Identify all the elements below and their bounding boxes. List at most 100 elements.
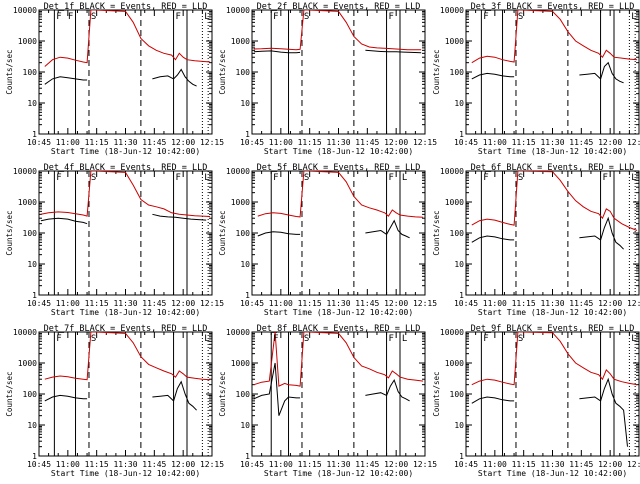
lld-series-line xyxy=(44,10,211,67)
y-tick-label: 1 xyxy=(459,452,464,461)
y-tick-label: 1000 xyxy=(445,198,464,207)
events-series-line xyxy=(471,377,628,447)
plot-frame xyxy=(251,170,426,296)
event-letter: F xyxy=(68,12,73,22)
plot-frame xyxy=(465,9,640,135)
event-letter: F xyxy=(56,173,61,183)
x-tick-label: 11:30 xyxy=(326,299,350,308)
lld-series-line xyxy=(471,171,638,231)
plot-data xyxy=(253,332,424,456)
y-tick-label: 10000 xyxy=(226,6,250,15)
y-tick-label: 10 xyxy=(27,99,37,108)
y-tick-label: 10000 xyxy=(13,328,37,337)
y-tick-label: 100 xyxy=(23,390,38,399)
event-letter: L xyxy=(204,12,209,22)
lld-series-line xyxy=(40,171,211,217)
x-tick-label: 12:15 xyxy=(200,138,224,147)
y-tick-label: 10 xyxy=(454,421,464,430)
x-tick-label: 11:15 xyxy=(85,299,109,308)
panel-6: 1 10 100 1000 10000 10:45 11:00 11:15 11:30 11:45… xyxy=(432,163,640,317)
x-tick-label: 11:15 xyxy=(512,138,536,147)
x-tick-label: 11:00 xyxy=(56,460,80,469)
x-tick-label: 12:15 xyxy=(200,460,224,469)
event-letter: S xyxy=(518,334,523,344)
y-tick-label: 10 xyxy=(27,260,37,269)
chart-title: Det_8f BLACK = Events, RED = LLD xyxy=(257,324,421,334)
events-series-line xyxy=(44,68,197,87)
x-tick-label: 12:15 xyxy=(200,299,224,308)
x-tick-label: 11:00 xyxy=(56,138,80,147)
y-tick-label: 1000 xyxy=(231,37,250,46)
lld-series-line xyxy=(44,332,211,381)
chart-title: Det_1f BLACK = Events, RED = LLD xyxy=(44,2,208,12)
x-tick-label: 11:15 xyxy=(85,138,109,147)
x-tick-label: 11:15 xyxy=(298,460,322,469)
x-tick-label: 12:00 xyxy=(598,138,622,147)
x-tick-label: 12:00 xyxy=(171,460,195,469)
events-series-line xyxy=(253,49,422,54)
y-tick-label: 1 xyxy=(245,130,250,139)
event-letter: F xyxy=(483,12,488,22)
plot-data xyxy=(44,332,211,456)
event-letter: F xyxy=(56,12,61,22)
x-tick-label: 12:00 xyxy=(171,299,195,308)
x-tick-label: 11:00 xyxy=(269,460,293,469)
y-tick-label: 100 xyxy=(450,390,465,399)
x-tick-label: 10:45 xyxy=(27,299,51,308)
panel-2: 1 10 100 1000 10000 10:45 11:00 11:15 11:30 11:45… xyxy=(218,2,437,156)
x-axis-label: Start Time (18-Jun-12 10:42:00) xyxy=(478,308,627,317)
x-axis-label: Start Time (18-Jun-12 10:42:00) xyxy=(264,469,413,478)
x-tick-label: 12:00 xyxy=(598,460,622,469)
x-tick-label: 11:30 xyxy=(113,138,137,147)
y-tick-label: 10000 xyxy=(440,6,464,15)
x-tick-label: 11:00 xyxy=(483,299,507,308)
y-axis-label: Counts/sec xyxy=(432,371,441,416)
y-tick-label: 100 xyxy=(450,229,465,238)
x-tick-label: 11:30 xyxy=(540,299,564,308)
y-tick-label: 1000 xyxy=(18,37,37,46)
event-letter: F xyxy=(273,173,278,183)
events-series-line xyxy=(253,362,410,416)
y-tick-label: 10 xyxy=(240,421,250,430)
x-axis-label: Start Time (18-Jun-12 10:42:00) xyxy=(51,308,200,317)
event-letter: S xyxy=(91,12,96,22)
x-tick-label: 11:15 xyxy=(512,460,536,469)
x-tick-label: 11:30 xyxy=(540,460,564,469)
event-letter: S xyxy=(91,334,96,344)
x-tick-label: 12:00 xyxy=(171,138,195,147)
x-tick-label: 11:30 xyxy=(113,299,137,308)
y-tick-label: 10000 xyxy=(440,328,464,337)
panel-3: 1 10 100 1000 10000 10:45 11:00 11:15 11:30 11:45… xyxy=(432,2,640,156)
y-tick-label: 10000 xyxy=(13,6,37,15)
y-tick-label: 10 xyxy=(240,260,250,269)
y-tick-label: 1 xyxy=(459,130,464,139)
plot-data xyxy=(40,171,211,295)
plot-data xyxy=(44,10,211,134)
event-letter: L xyxy=(402,334,407,344)
x-tick-label: 11:45 xyxy=(142,138,166,147)
x-tick-label: 10:45 xyxy=(240,299,264,308)
y-axis-label: Counts/sec xyxy=(432,49,441,94)
plot-frame xyxy=(38,331,213,457)
x-tick-label: 10:45 xyxy=(27,460,51,469)
event-letter: S xyxy=(518,173,523,183)
x-tick-label: 11:00 xyxy=(269,299,293,308)
plot-data xyxy=(471,332,638,456)
plot-frame xyxy=(251,331,426,457)
events-series-line xyxy=(44,380,197,411)
y-tick-label: 100 xyxy=(236,68,251,77)
y-axis-label: Counts/sec xyxy=(218,371,227,416)
event-letter: F xyxy=(483,334,488,344)
x-tick-label: 12:15 xyxy=(413,138,437,147)
x-tick-label: 12:15 xyxy=(627,299,640,308)
y-axis-label: Counts/sec xyxy=(5,49,14,94)
y-axis-label: Counts/sec xyxy=(218,49,227,94)
events-series-line xyxy=(471,61,624,84)
chart-title: Det_4f BLACK = Events, RED = LLD xyxy=(44,163,208,173)
x-tick-label: 12:00 xyxy=(384,138,408,147)
y-tick-label: 10000 xyxy=(226,167,250,176)
x-tick-label: 10:45 xyxy=(454,299,478,308)
x-tick-label: 11:45 xyxy=(142,299,166,308)
